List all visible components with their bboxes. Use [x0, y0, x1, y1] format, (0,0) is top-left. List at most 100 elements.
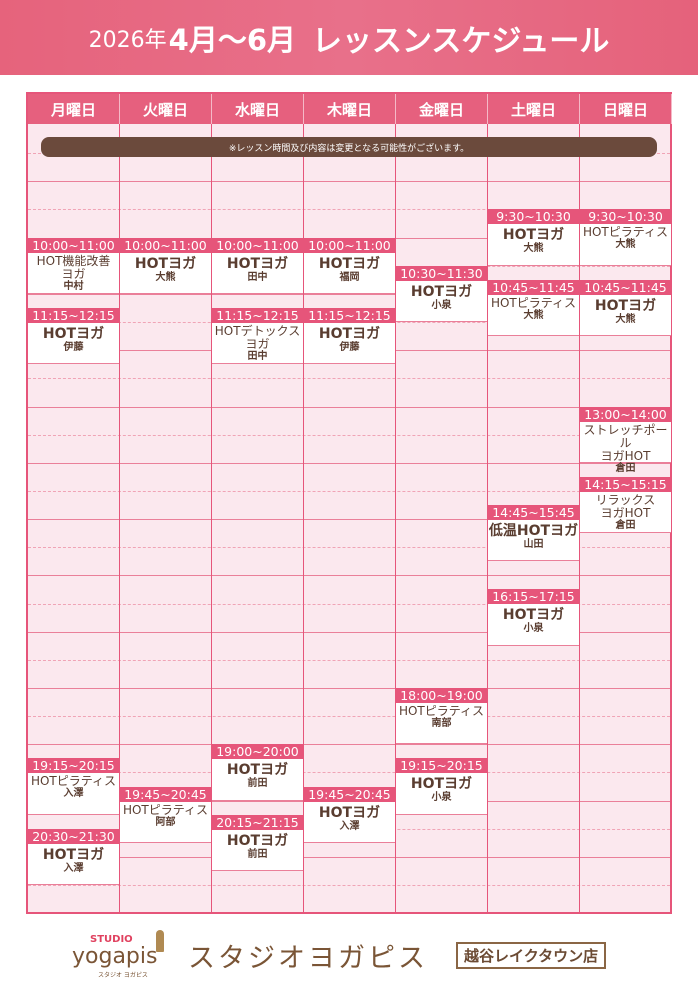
lesson-instructor: 田中: [247, 271, 268, 283]
lesson-name: HOTヨガ: [410, 776, 473, 793]
grid-line: [28, 462, 670, 464]
lesson-time: 20:15~21:15: [212, 814, 303, 830]
logo-studio: STUDIO: [90, 934, 133, 945]
title-months: 4月～6月: [168, 22, 297, 57]
lesson-instructor: 福岡: [339, 271, 360, 283]
lesson-block[interactable]: 16:15~17:15 HOTヨガ 小泉: [488, 589, 579, 646]
grid-line: [28, 547, 670, 549]
lesson-block[interactable]: 19:45~20:45 HOTヨガ 入澤: [304, 786, 395, 843]
lesson-name: HOTヨガ: [410, 283, 473, 300]
lesson-block[interactable]: 13:00~14:00 ストレッチポール ヨガHOT 倉田: [580, 406, 671, 474]
lesson-block[interactable]: 10:45~11:45 HOTヨガ 大熊: [580, 279, 671, 337]
lesson-instructor: 小泉: [431, 792, 452, 804]
lesson-time: 19:15~20:15: [28, 758, 119, 774]
lesson-block[interactable]: 11:15~12:15 HOTヨガ 伊藤: [304, 307, 395, 365]
lesson-name: HOTデトックス ヨガ: [214, 323, 301, 351]
lesson-block[interactable]: 10:00~11:00 HOT機能改善 ヨガ 中村: [28, 237, 119, 294]
lesson-name: HOTヨガ: [502, 607, 565, 624]
day-header: 木曜日: [304, 94, 396, 124]
grid-line: [28, 378, 670, 380]
page-title: レッスンスケジュール: [312, 23, 610, 59]
lesson-time: 11:15~12:15: [304, 307, 395, 323]
lesson-time: 16:15~17:15: [488, 589, 579, 605]
lesson-time: 19:45~20:45: [304, 786, 395, 802]
lesson-time: 20:30~21:30: [28, 828, 119, 844]
lesson-block[interactable]: 19:15~20:15 HOTヨガ 小泉: [396, 758, 487, 815]
lesson-instructor: 入澤: [63, 862, 84, 874]
lesson-name: HOTピラティス: [122, 802, 209, 817]
lesson-instructor: 前田: [247, 848, 268, 860]
grid-line: [28, 856, 670, 858]
grid-line: [28, 744, 670, 746]
lesson-instructor: 山田: [523, 539, 544, 551]
lesson-block[interactable]: 20:30~21:30 HOTヨガ 入澤: [28, 828, 119, 886]
lesson-name: HOTヨガ: [226, 832, 289, 849]
day-header: 火曜日: [120, 94, 212, 124]
grid-line: [28, 575, 670, 577]
column-divider: [487, 124, 488, 912]
lesson-block[interactable]: 10:45~11:45 HOTピラティス 大熊: [488, 279, 579, 337]
lesson-time: 11:15~12:15: [28, 307, 119, 323]
lesson-instructor: 前田: [247, 778, 268, 790]
grid-line: [28, 603, 670, 605]
lesson-name: HOTヨガ: [318, 325, 381, 342]
grid-line: [28, 519, 670, 521]
logo-sub: スタジオ ヨガピス: [98, 972, 148, 979]
title-year: 2026年: [88, 27, 167, 53]
lesson-time: 10:00~11:00: [120, 237, 211, 253]
lesson-name: HOTピラティス: [30, 774, 117, 789]
lesson-block[interactable]: 19:15~20:15 HOTピラティス 入澤: [28, 758, 119, 815]
lesson-time: 14:45~15:45: [488, 505, 579, 521]
lesson-time: 9:30~10:30: [488, 209, 579, 225]
lesson-block[interactable]: 19:00~20:00 HOTヨガ 前田: [212, 744, 303, 801]
footer: STUDIO yogapis スタジオ ヨガピス スタジオヨガピス 越谷レイクタ…: [0, 922, 698, 982]
day-header: 金曜日: [396, 94, 488, 124]
brand-name: スタジオヨガピス: [188, 943, 428, 974]
grid-line: [28, 659, 670, 661]
lesson-instructor: 入澤: [63, 788, 84, 800]
lesson-block[interactable]: 14:45~15:45 低温HOTヨガ 山田: [488, 505, 579, 562]
lesson-name: HOTヨガ: [594, 297, 657, 314]
lesson-instructor: 中村: [63, 280, 84, 292]
lesson-name: HOT機能改善 ヨガ: [36, 253, 111, 281]
lesson-block[interactable]: 18:00~19:00 HOTピラティス 南部: [396, 688, 487, 745]
lesson-block[interactable]: 10:30~11:30 HOTヨガ 小泉: [396, 265, 487, 323]
lesson-block[interactable]: 19:45~20:45 HOTピラティス 阿部: [120, 786, 211, 843]
lesson-block[interactable]: 9:30~10:30 HOTピラティス 大熊: [580, 209, 671, 266]
grid-line: [28, 490, 670, 492]
lesson-name: HOTヨガ: [226, 255, 289, 272]
grid-line: [28, 885, 670, 887]
lesson-time: 19:00~20:00: [212, 744, 303, 760]
lesson-block[interactable]: 10:00~11:00 HOTヨガ 田中: [212, 237, 303, 294]
grid-line: [28, 688, 670, 689]
logo-name: yogapis: [72, 944, 158, 969]
grid-line: [28, 209, 670, 211]
lesson-instructor: 大熊: [523, 309, 544, 321]
grid-line: [28, 772, 670, 774]
lesson-name: HOTピラティス: [490, 295, 577, 310]
lesson-block[interactable]: 10:00~11:00 HOTヨガ 福岡: [304, 237, 395, 294]
lesson-block[interactable]: 9:30~10:30 HOTヨガ 大熊: [488, 209, 579, 266]
lesson-instructor: 倉田: [615, 462, 636, 474]
lesson-block[interactable]: 10:00~11:00 HOTヨガ 大熊: [120, 237, 211, 294]
lesson-block[interactable]: 20:15~21:15 HOTヨガ 前田: [212, 814, 303, 871]
lesson-name: HOTピラティス: [582, 225, 669, 240]
tower-icon: [156, 930, 164, 952]
lesson-name: ストレッチポール ヨガHOT: [583, 422, 668, 463]
lesson-name: HOTヨガ: [318, 255, 381, 272]
day-header: 水曜日: [212, 94, 304, 124]
notice-banner: ※レッスン時間及び内容は変更となる可能性がございます。: [41, 137, 657, 157]
lesson-instructor: 大熊: [155, 271, 176, 283]
title-banner: 2026年 4月～6月 レッスンスケジュール: [0, 0, 698, 75]
lesson-instructor: 大熊: [523, 243, 544, 255]
lesson-block[interactable]: 11:15~12:15 HOTヨガ 伊藤: [28, 307, 119, 365]
lesson-time: 10:00~11:00: [28, 237, 119, 253]
lesson-instructor: 田中: [247, 350, 268, 362]
lesson-time: 19:15~20:15: [396, 758, 487, 774]
lesson-block[interactable]: 14:15~15:15 リラックス ヨガHOT 倉田: [580, 476, 671, 534]
branch-name: 越谷レイクタウン店: [456, 942, 607, 969]
lesson-name: HOTヨガ: [134, 255, 197, 272]
lesson-time: 14:15~15:15: [580, 476, 671, 492]
lesson-block[interactable]: 11:15~12:15 HOTデトックス ヨガ 田中: [212, 307, 303, 365]
day-header: 月曜日: [28, 94, 120, 124]
